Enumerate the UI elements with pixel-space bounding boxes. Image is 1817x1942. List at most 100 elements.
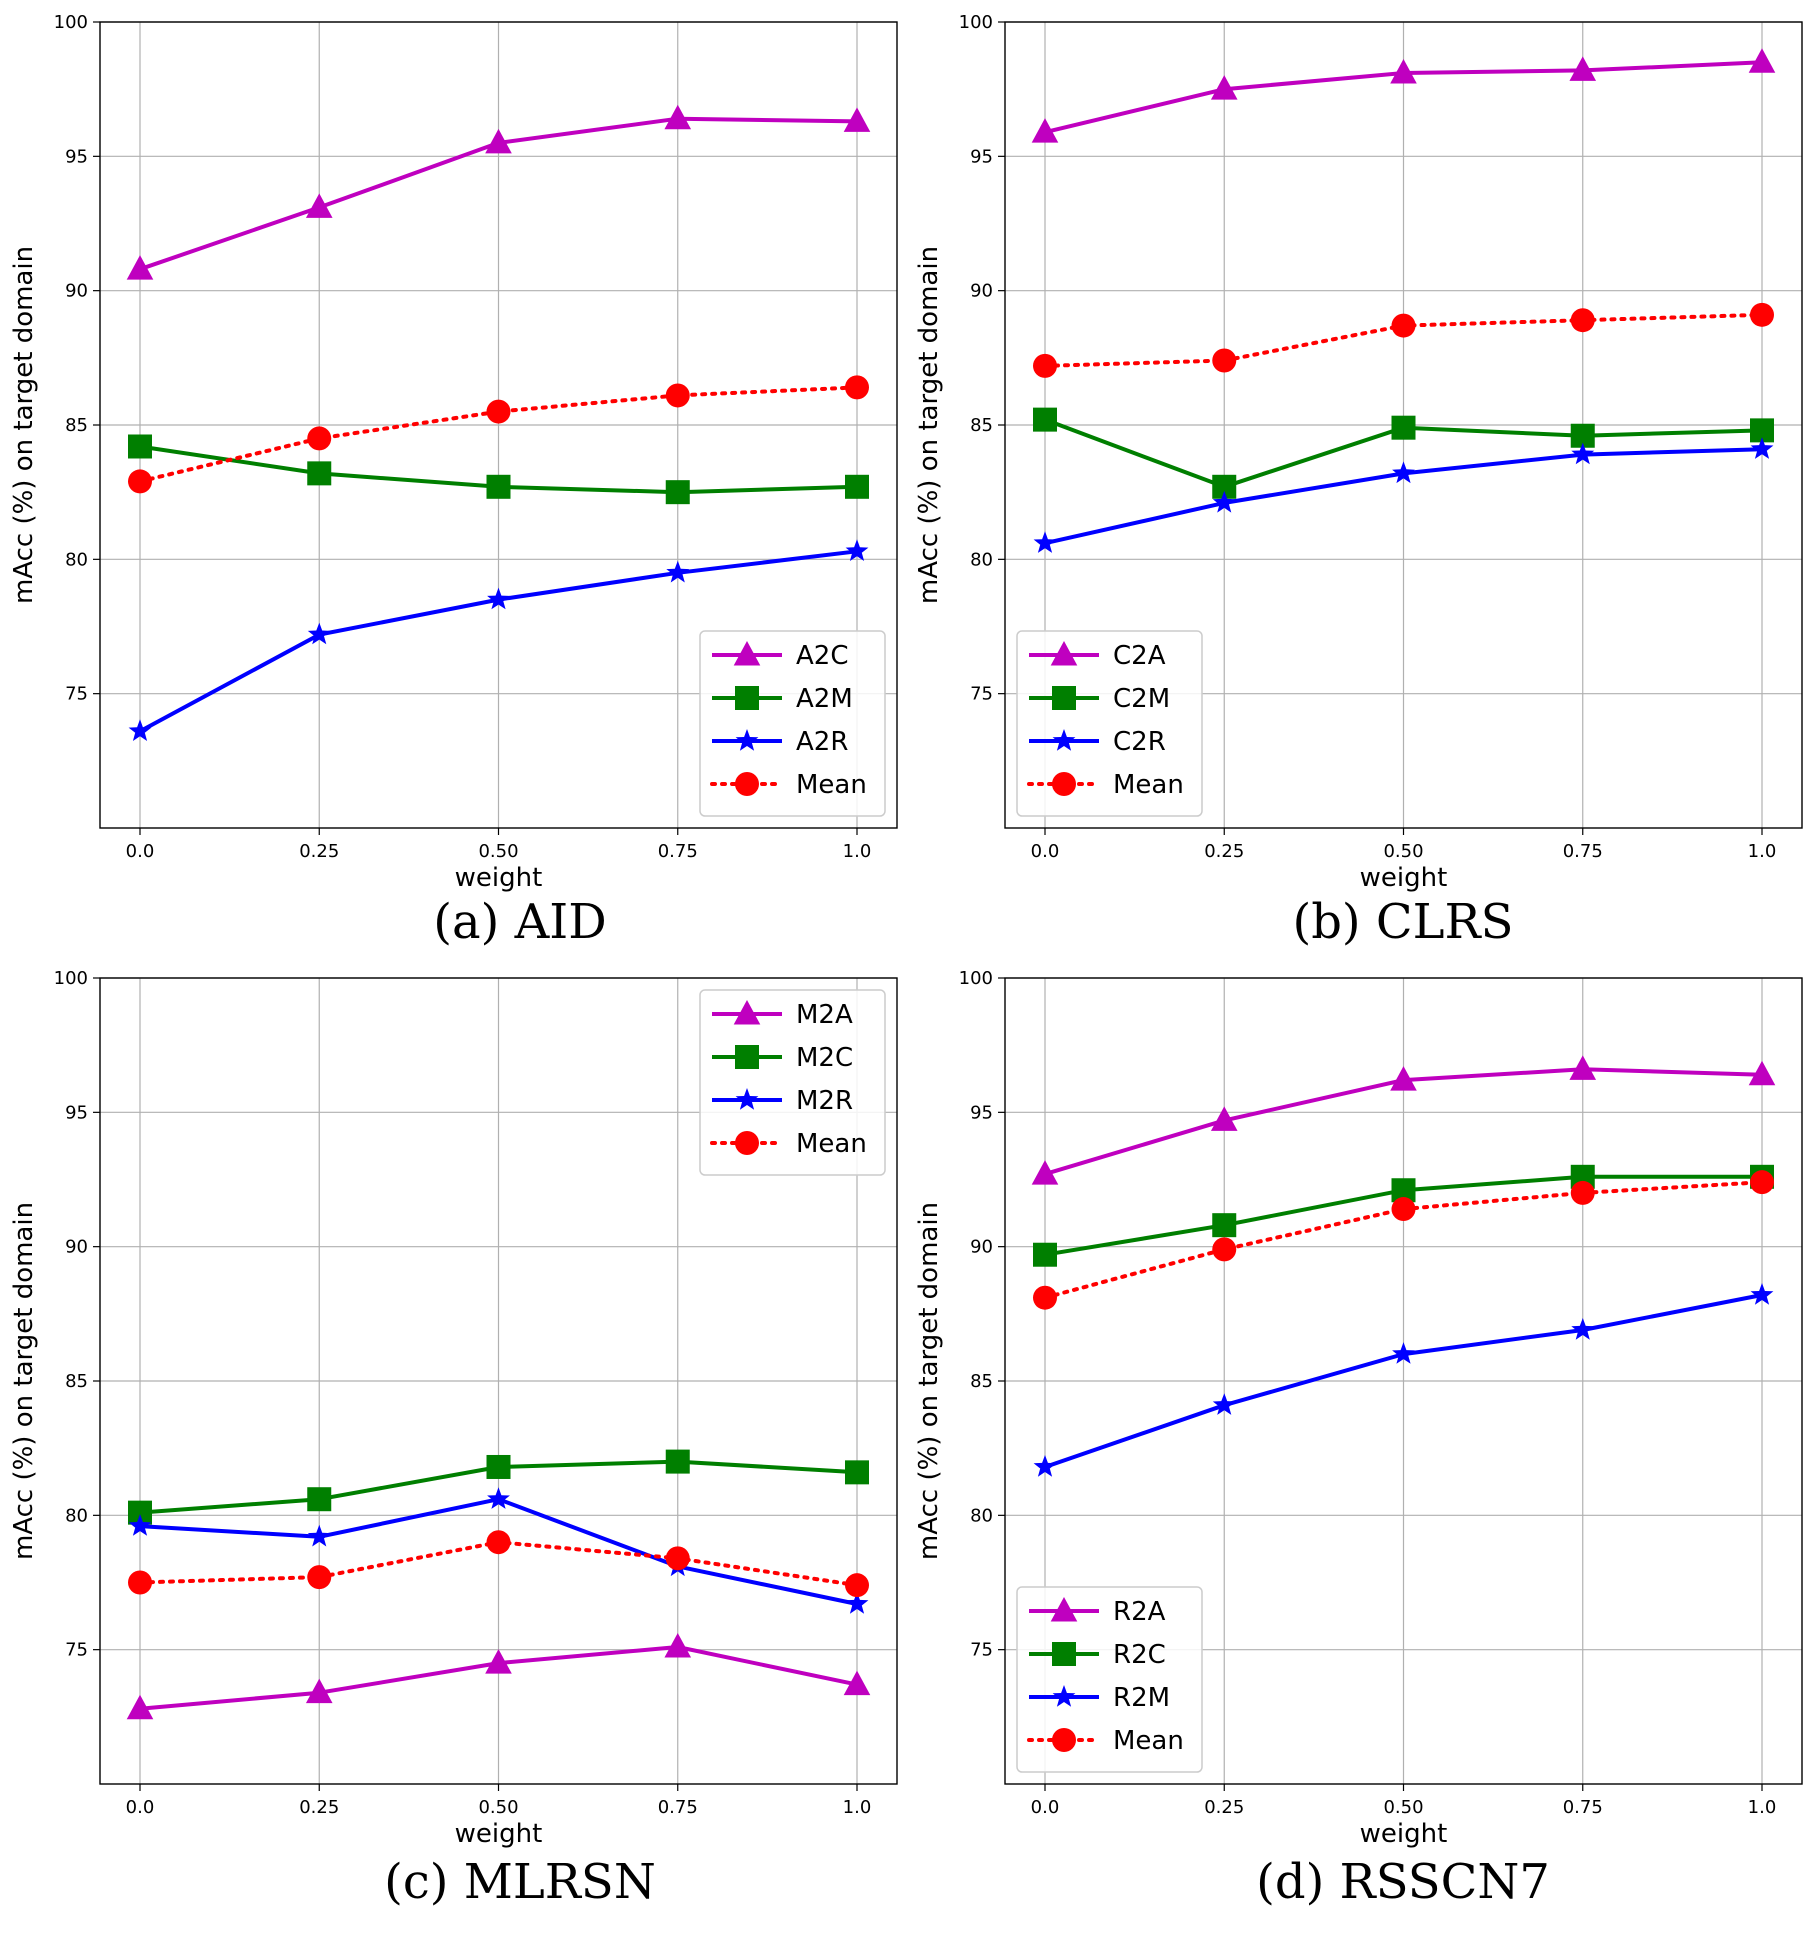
legend-marker — [735, 1131, 759, 1155]
data-point — [307, 426, 332, 451]
data-point — [487, 587, 510, 610]
data-point — [1033, 1455, 1057, 1477]
data-point — [1212, 1393, 1236, 1415]
data-point — [307, 461, 332, 486]
data-point — [843, 107, 871, 132]
data-point — [1031, 1160, 1059, 1185]
x-tick-label: 0.0 — [1031, 841, 1060, 862]
legend-marker — [733, 1000, 761, 1025]
series-C2A — [1031, 48, 1776, 143]
y-tick-label: 100 — [54, 968, 88, 989]
data-point — [845, 1573, 869, 1598]
y-tick-label: 90 — [65, 281, 88, 302]
data-point — [845, 375, 869, 400]
legend-marker — [1052, 1685, 1076, 1707]
series-C2R — [1033, 437, 1774, 553]
data-point — [128, 1514, 152, 1536]
data-point — [1748, 1060, 1776, 1086]
legend-marker — [735, 1088, 759, 1110]
x-tick-label: 0.0 — [126, 841, 155, 862]
data-point — [1750, 1170, 1774, 1195]
legend-label: A2R — [796, 727, 848, 757]
chart-panel-4: 0.0 0.25 0.50 0.75 1.0 75 80 85 90 95 100 weight mAc… — [914, 968, 1803, 1910]
data-point — [305, 193, 333, 218]
data-point — [1210, 1106, 1238, 1131]
y-tick-label: 100 — [959, 12, 993, 33]
data-point — [487, 1487, 510, 1509]
series-line — [138, 385, 859, 484]
x-tick-label: 0.0 — [126, 1797, 155, 1818]
data-point — [128, 719, 152, 741]
data-point — [1570, 1180, 1595, 1205]
series-C2M — [1033, 407, 1774, 499]
data-point — [1033, 353, 1057, 378]
legend-box — [1016, 1586, 1203, 1773]
chart-caption: (b) CLRS — [1292, 894, 1513, 950]
chart-caption: (a) AID — [433, 894, 606, 950]
legend-label: Mean — [796, 1129, 867, 1159]
y-tick-label: 75 — [970, 1640, 993, 1661]
data-point — [1212, 1237, 1237, 1262]
chart-panel-1: 0.0 0.25 0.50 0.75 1.0 75 80 85 90 95 100 weight mAc… — [9, 12, 898, 950]
data-point — [1748, 48, 1776, 73]
x-tick-label: 0.75 — [658, 841, 698, 862]
data-point — [666, 560, 690, 583]
legend-label: A2C — [796, 641, 848, 671]
data-point — [1390, 59, 1417, 84]
legend-label: A2M — [796, 684, 853, 714]
x-axis-label: weight — [455, 863, 543, 893]
data-point — [1571, 1318, 1595, 1340]
legend-label: Mean — [1113, 770, 1184, 800]
x-tick-label: 0.25 — [1204, 1797, 1244, 1818]
chart-panel-2: 0.0 0.25 0.50 0.75 1.0 75 80 85 90 95 100 weight mAc… — [914, 12, 1803, 950]
data-point — [1750, 437, 1774, 459]
data-point — [1569, 56, 1597, 81]
data-point — [1033, 1242, 1057, 1267]
series-M2C — [128, 1449, 869, 1525]
data-point — [126, 1694, 154, 1720]
legend-marker — [735, 686, 759, 710]
legend-marker — [1052, 1642, 1076, 1666]
legend-label: Mean — [796, 770, 867, 800]
chart-caption: (d) RSSCN7 — [1256, 1854, 1550, 1910]
data-point — [1392, 1342, 1415, 1364]
data-point — [665, 1546, 690, 1571]
legend-label: C2A — [1113, 641, 1166, 671]
y-tick-label: 85 — [970, 1371, 993, 1392]
x-tick-label: 0.50 — [478, 841, 518, 862]
data-point — [1391, 1197, 1416, 1222]
data-point — [486, 474, 511, 499]
data-point — [843, 1670, 871, 1696]
data-point — [1212, 1213, 1237, 1238]
y-tick-label: 90 — [970, 1237, 993, 1258]
data-point — [1569, 1055, 1597, 1080]
data-point — [1210, 75, 1238, 100]
legend-label: R2C — [1113, 1640, 1166, 1670]
data-point — [845, 1460, 869, 1485]
x-tick-label: 1.0 — [1748, 841, 1777, 862]
y-tick-label: 75 — [970, 684, 993, 705]
legend: C2A C2M C2R Mean — [1016, 630, 1203, 817]
series-Mean — [128, 375, 869, 494]
x-tick-label: 0.50 — [478, 1797, 518, 1818]
data-point — [845, 539, 869, 561]
data-point — [1033, 407, 1057, 432]
y-axis-label: mAcc (%) on target domain — [9, 1202, 39, 1560]
data-point — [1212, 348, 1237, 373]
data-point — [128, 434, 152, 459]
series-A2R — [128, 539, 869, 741]
data-point — [845, 474, 869, 499]
data-point — [1750, 1283, 1774, 1305]
legend-marker — [735, 729, 759, 751]
x-tick-label: 0.25 — [1204, 841, 1244, 862]
legend: R2A R2C R2M Mean — [1016, 1586, 1203, 1773]
x-tick-label: 0.75 — [658, 1797, 698, 1818]
legend-marker — [1052, 772, 1076, 796]
data-point — [1391, 415, 1416, 440]
y-tick-label: 75 — [65, 684, 88, 705]
data-point — [128, 1570, 152, 1595]
x-tick-label: 0.50 — [1383, 841, 1423, 862]
data-point — [1031, 118, 1059, 143]
legend-marker — [1050, 641, 1078, 666]
